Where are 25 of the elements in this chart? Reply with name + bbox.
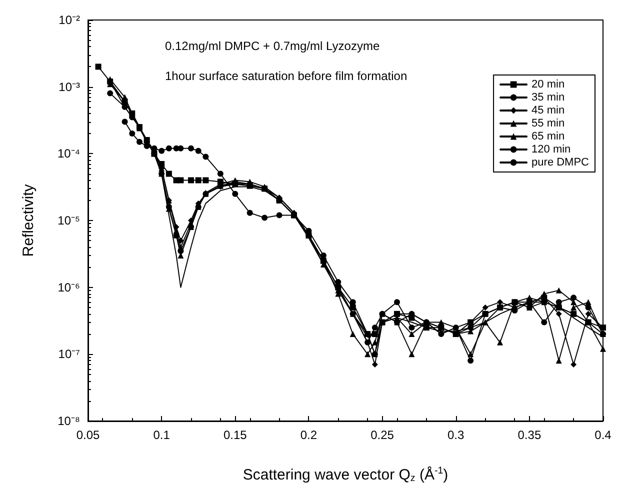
legend-label: 55 min: [532, 118, 565, 130]
legend-label: 45 min: [532, 104, 565, 116]
legend-label: 65 min: [532, 130, 565, 142]
y-tick-label: 10⁻⁵: [58, 214, 80, 228]
x-tick-label: 0.25: [370, 428, 394, 442]
x-tick-label: 0.15: [223, 428, 248, 442]
y-tick-label: 10⁻²: [58, 13, 80, 27]
legend-label: 35 min: [532, 92, 565, 104]
y-tick-label: 10⁻⁷: [58, 347, 80, 362]
x-tick-label: 0.4: [594, 428, 612, 442]
x-tick-label: 0.3: [448, 428, 465, 442]
legend-label: 20 min: [532, 78, 565, 90]
annotation: 0.12mg/ml DMPC + 0.7mg/ml Lyzozyme: [165, 39, 380, 53]
y-tick-label: 10⁻⁴: [57, 146, 80, 161]
y-tick-label: 10⁻³: [58, 80, 80, 94]
x-tick-label: 0.05: [76, 428, 100, 442]
legend-label: pure DMPC: [532, 156, 590, 168]
x-tick-label: 0.2: [300, 428, 318, 442]
x-tick-label: 0.35: [518, 428, 542, 442]
legend-label: 120 min: [532, 144, 571, 156]
y-tick-label: 10⁻⁶: [58, 280, 80, 294]
y-tick-label: 10⁻⁸: [58, 414, 80, 428]
y-axis-title: Reflectivity: [20, 184, 37, 257]
annotation: 1hour surface saturation before film formation: [165, 69, 408, 83]
x-tick-label: 0.1: [153, 428, 170, 442]
